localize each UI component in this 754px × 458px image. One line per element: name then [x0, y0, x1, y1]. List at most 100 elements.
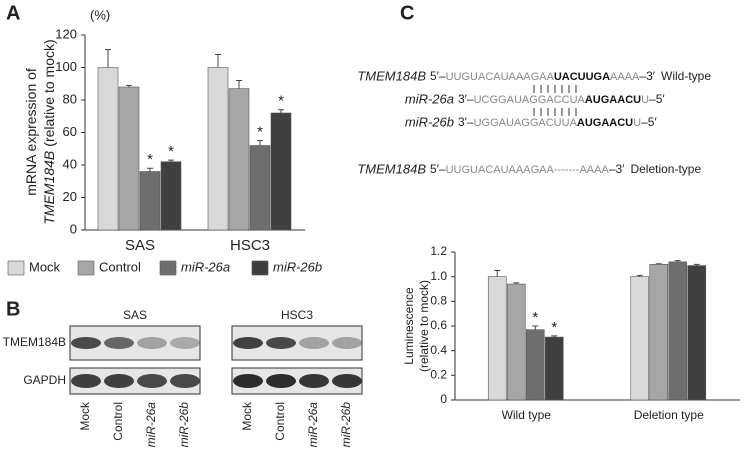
legend-swatch	[159, 260, 177, 276]
blot-band	[137, 374, 167, 388]
error-bar	[257, 140, 263, 146]
legend-label: miR-26a	[181, 259, 230, 274]
sequence-end: –3′	[639, 69, 655, 83]
blot-group-label: HSC3	[281, 308, 313, 322]
bar	[487, 276, 507, 401]
sequence-name: miR-26a	[405, 91, 454, 106]
legend-label: Mock	[29, 259, 61, 274]
sequence-name: TMEM184B	[357, 161, 426, 176]
bar	[506, 283, 526, 401]
sequence-part: UGGAUAGGACUUA	[474, 117, 578, 129]
blot-row-label: TMEM184B	[3, 335, 66, 349]
error-bar	[674, 260, 681, 262]
x-tick-label: HSC3	[230, 237, 270, 254]
significance-mark: *	[278, 93, 284, 110]
legend-label: Control	[99, 259, 141, 274]
error-bar	[215, 54, 221, 68]
bar	[270, 112, 292, 231]
sequence-end: 3′–	[458, 92, 474, 106]
panel-label: A	[6, 2, 20, 24]
sequence: 3′–UGGAUAGGACUUAAUGAACUU–5′	[458, 115, 657, 129]
blot-row-label: GAPDH	[23, 373, 66, 387]
blot-band	[170, 374, 200, 388]
seed-region: AUGAACU	[585, 94, 641, 106]
y-axis-label: mRNA expression of	[23, 68, 39, 196]
bar	[207, 67, 229, 231]
lane-label: miR-26b	[177, 402, 191, 448]
sequence: 5′–UUGUACAUAAAGAAUACUUGAAAAA–3′ Wild-type	[430, 69, 711, 83]
y-tick-label: 0.8	[430, 294, 447, 308]
lane-label: Control	[273, 402, 287, 441]
significance-mark: *	[532, 309, 538, 326]
blot-band	[299, 337, 329, 349]
legend-swatch	[77, 260, 95, 276]
sequence-end: –5′	[641, 115, 657, 129]
sequence-name: TMEM184B	[357, 68, 426, 83]
blot-band	[233, 337, 263, 349]
error-bar	[693, 263, 700, 266]
blot-band	[233, 374, 263, 388]
blot-band	[266, 374, 296, 388]
error-bar	[168, 159, 174, 162]
sequence-end: –5′	[649, 92, 665, 106]
sequence-end: 5′–	[430, 69, 446, 83]
x-tick-label: Deletion type	[634, 408, 704, 422]
bar	[118, 86, 140, 231]
sequence-end: 5′–	[430, 162, 446, 176]
error-bar	[655, 263, 662, 265]
sequence: 3′–UCGGAUAGGACCUAAUGAACUU–5′	[458, 92, 665, 106]
lane-label: miR-26a	[306, 402, 320, 448]
blot-band	[266, 337, 296, 349]
error-bar	[236, 80, 242, 89]
bar	[228, 88, 250, 231]
y-tick-label: 120	[55, 26, 77, 41]
y-axis-label: (relative to mock)	[417, 280, 431, 372]
error-bar	[278, 109, 284, 113]
y-tick-label: 0.4	[430, 343, 447, 357]
sequence-part: UUGUACAUAAAGAA	[446, 71, 555, 83]
y-tick-label: 40	[63, 156, 77, 171]
sequence-end: –3′	[609, 162, 625, 176]
error-bar	[147, 167, 153, 172]
blot-band	[71, 337, 101, 349]
y-tick-label: 1.2	[430, 244, 447, 258]
sequence-part: UCGGAUAGGACCUA	[474, 94, 586, 106]
y-tick-label: 0	[70, 221, 77, 236]
seed-region: AUGAACU	[577, 117, 633, 129]
error-bar	[126, 84, 132, 87]
panel-label: C	[400, 2, 414, 24]
error-bar	[636, 274, 643, 277]
blot-band	[170, 337, 200, 349]
blot-band	[104, 374, 134, 388]
y-tick-label: 80	[63, 91, 77, 106]
sequence-part: AAAA	[610, 71, 640, 83]
x-tick-label: SAS	[125, 237, 155, 254]
x-tick-label: Wild type	[502, 408, 552, 422]
bar	[668, 261, 688, 401]
bar	[544, 336, 564, 401]
sequence-part: U	[641, 94, 649, 106]
bar	[249, 145, 271, 231]
blot-band	[332, 374, 362, 388]
blot-band	[299, 374, 329, 388]
legend-swatch	[251, 260, 269, 276]
legend-label: miR-26b	[273, 259, 322, 274]
bar	[160, 161, 182, 231]
unit-label: (%)	[90, 7, 110, 22]
y-axis-label: Luminescence	[402, 287, 416, 365]
y-tick-label: 100	[55, 59, 77, 74]
error-bar	[494, 270, 501, 277]
bar	[97, 67, 119, 231]
error-bar	[513, 282, 520, 285]
y-tick-label: 20	[63, 189, 77, 204]
sequence-part: UUGUACAUAAAGAA	[446, 164, 555, 176]
bar	[139, 171, 161, 231]
sequence-name: miR-26b	[405, 114, 454, 129]
sequence: 5′–UUGUACAUAAAGAA-------AAAA–3′ Deletion-…	[430, 162, 701, 176]
y-label-line: (relative to mock)	[41, 39, 57, 146]
bar	[525, 329, 545, 401]
significance-mark: *	[257, 124, 263, 141]
bar	[649, 264, 669, 401]
seed-region: -------	[554, 164, 580, 176]
